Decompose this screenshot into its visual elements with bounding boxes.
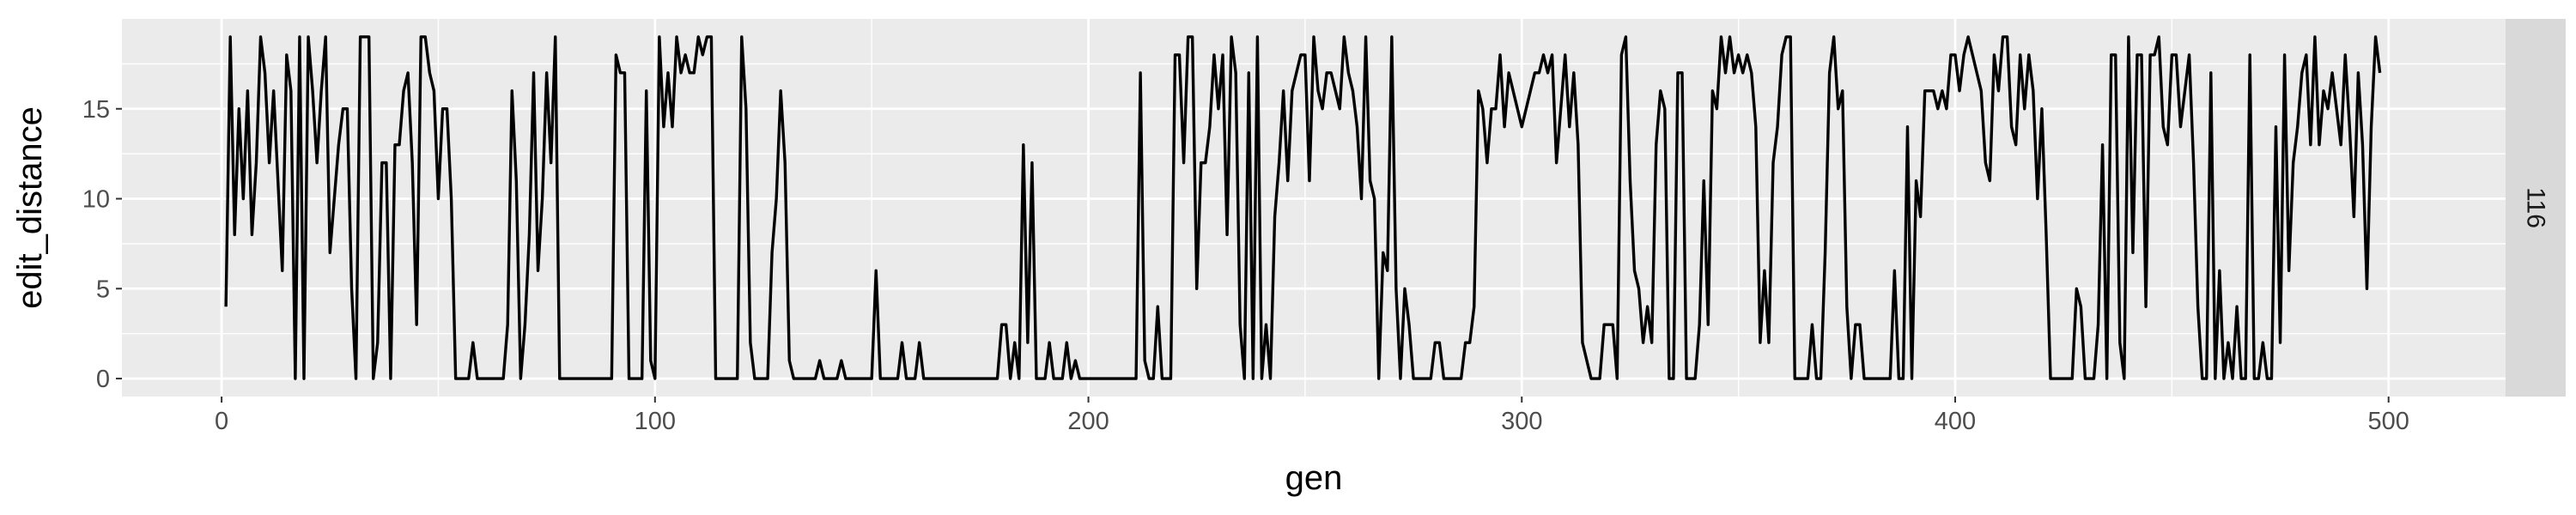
y-tick-label: 10 — [82, 186, 110, 214]
x-axis-title: gen — [1285, 459, 1343, 497]
y-tick-label: 0 — [96, 366, 110, 393]
x-tick-label: 200 — [1067, 408, 1109, 435]
x-tick-label: 300 — [1501, 408, 1542, 435]
y-tick-label: 5 — [96, 276, 110, 303]
facet-strip-label: 116 — [2522, 187, 2550, 228]
x-tick-label: 0 — [215, 408, 228, 435]
data-series — [224, 35, 2382, 380]
facet-strip: 116 — [2506, 19, 2566, 397]
y-axis-title: edit_distance — [11, 106, 49, 309]
axis-ticks: 0 100 200 300 400 500 0 5 10 15 — [82, 96, 2409, 435]
x-tick-label: 500 — [2368, 408, 2409, 435]
facet-strip-background — [2506, 19, 2566, 397]
x-tick-label: 100 — [635, 408, 676, 435]
y-tick-label: 15 — [82, 96, 110, 124]
series-line — [224, 35, 2382, 380]
x-tick-label: 400 — [1935, 408, 1976, 435]
